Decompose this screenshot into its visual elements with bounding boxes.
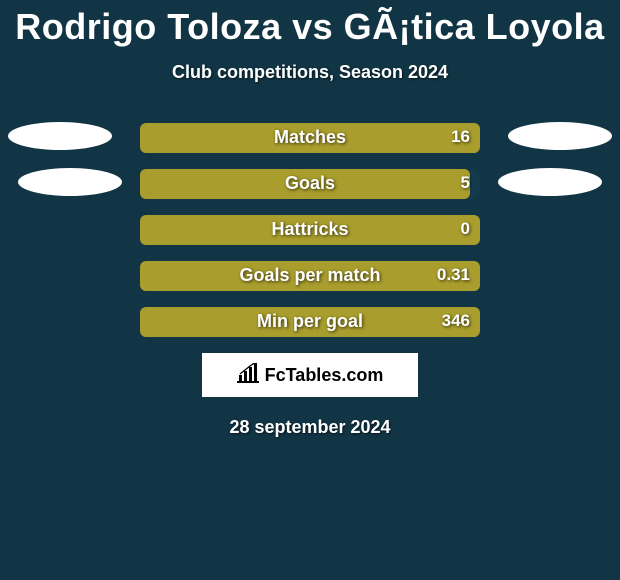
date-label: 28 september 2024 bbox=[0, 417, 620, 438]
stats-chart: Matches16 Goals5 Hattricks0 Goals per match… bbox=[0, 123, 620, 337]
player-right-marker bbox=[508, 122, 612, 150]
bar-fill bbox=[140, 123, 480, 153]
page-title: Rodrigo Toloza vs GÃ¡tica Loyola bbox=[0, 0, 620, 48]
subtitle: Club competitions, Season 2024 bbox=[0, 62, 620, 83]
bar-fill bbox=[140, 215, 480, 245]
stat-row: Hattricks0 bbox=[0, 215, 620, 245]
stat-row: Goals per match0.31 bbox=[0, 261, 620, 291]
bar-fill bbox=[140, 307, 480, 337]
stat-row: Min per goal346 bbox=[0, 307, 620, 337]
logo-text: FcTables.com bbox=[265, 365, 384, 386]
bar-fill bbox=[140, 261, 480, 291]
logo-box: FcTables.com bbox=[202, 353, 418, 397]
player-left-marker bbox=[18, 168, 122, 196]
stat-row: Matches16 bbox=[0, 123, 620, 153]
stat-row: Goals5 bbox=[0, 169, 620, 199]
bar-fill bbox=[140, 169, 470, 199]
player-right-marker bbox=[498, 168, 602, 196]
bar-chart-icon bbox=[237, 363, 261, 388]
player-left-marker bbox=[8, 122, 112, 150]
